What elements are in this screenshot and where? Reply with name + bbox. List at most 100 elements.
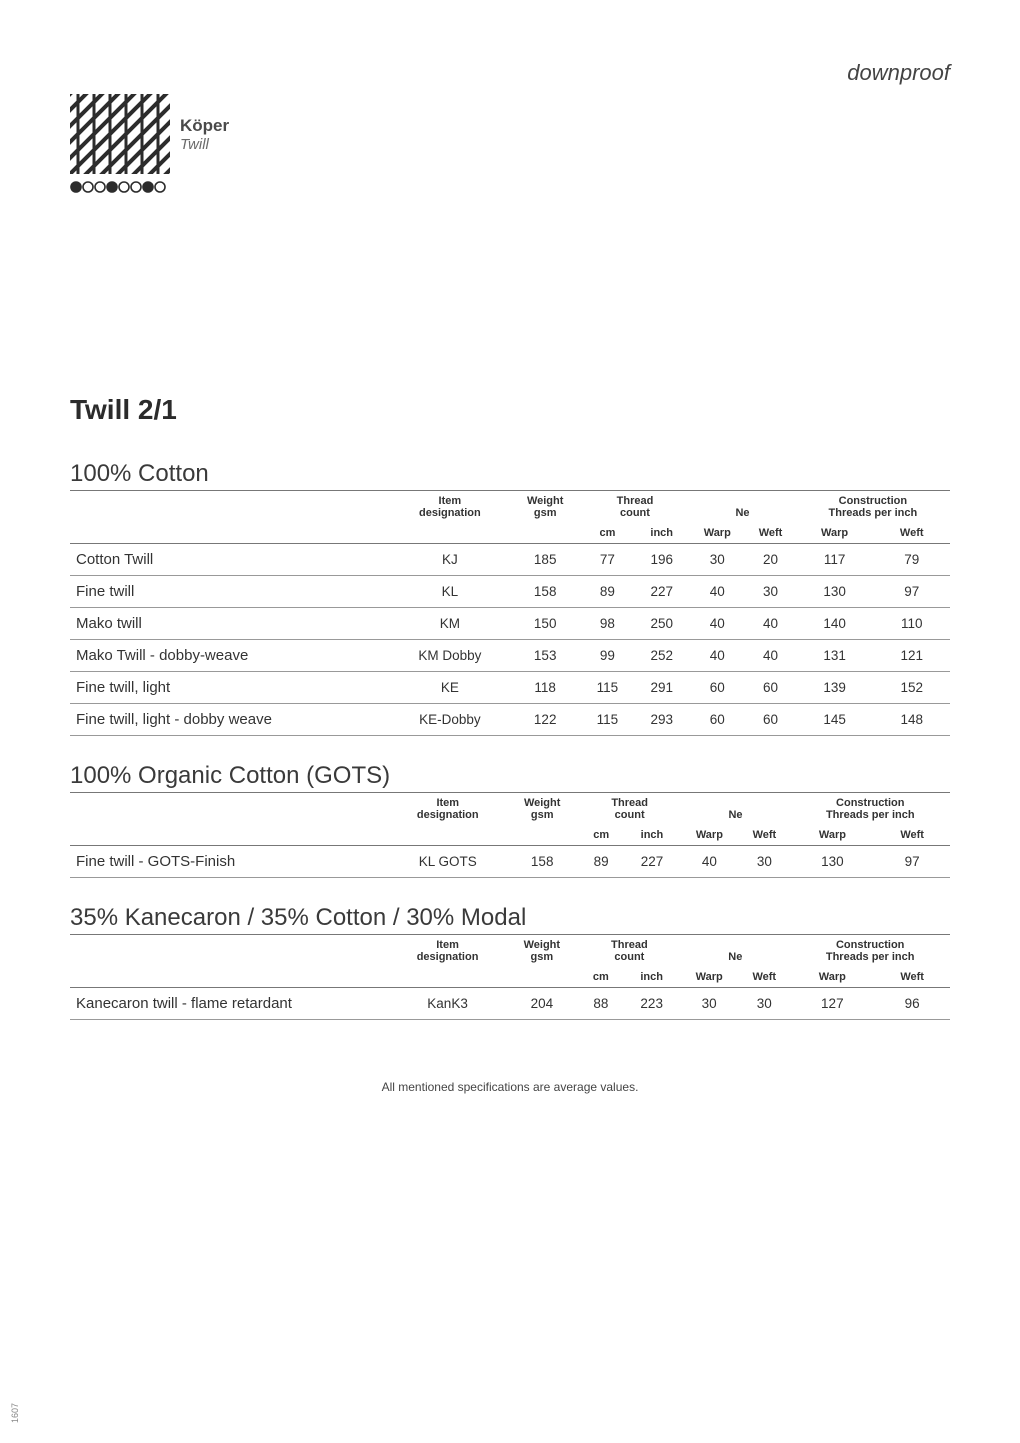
cell-tc-cm: 98 (581, 608, 635, 640)
cell-tpi-warp: 127 (790, 988, 874, 1020)
cell-tc-inch: 196 (634, 544, 689, 576)
cell-item: KL GOTS (390, 846, 506, 878)
cell-item: KL (390, 576, 510, 608)
table-row: Fine twill - GOTS-FinishKL GOTS158892274… (70, 846, 950, 878)
footer-note: All mentioned specifications are average… (70, 1080, 950, 1094)
cell-tpi-warp: 140 (796, 608, 874, 640)
col-subheader: Warp (689, 523, 745, 544)
col-subheader (70, 825, 390, 846)
col-header: Weight gsm (510, 491, 581, 524)
cell-tpi-warp: 131 (796, 640, 874, 672)
cell-tpi-weft: 96 (874, 988, 950, 1020)
cell-gsm: 122 (510, 704, 581, 736)
col-header: Construction Threads per inch (791, 793, 950, 826)
col-subheader: Warp (790, 967, 874, 988)
col-subheader (506, 825, 579, 846)
cell-item: KanK3 (390, 988, 505, 1020)
cell-tc-cm: 89 (581, 576, 635, 608)
table-row: Cotton TwillKJ18577196302011779 (70, 544, 950, 576)
col-subheader: cm (581, 523, 635, 544)
cell-ne-warp: 40 (680, 846, 738, 878)
col-subheader: inch (623, 967, 680, 988)
cell-tpi-warp: 139 (796, 672, 874, 704)
cell-tc-inch: 252 (634, 640, 689, 672)
col-subheader: Warp (791, 825, 875, 846)
spec-table: Item designationWeight gsmThread countNe… (70, 792, 950, 878)
col-header: Item designation (390, 491, 510, 524)
table-row: Fine twill, light - dobby weaveKE-Dobby1… (70, 704, 950, 736)
cell-gsm: 153 (510, 640, 581, 672)
cell-tpi-warp: 130 (791, 846, 875, 878)
col-subheader (505, 967, 578, 988)
cell-ne-warp: 40 (689, 608, 745, 640)
col-subheader (390, 967, 505, 988)
subsection-title: 35% Kanecaron / 35% Cotton / 30% Modal (70, 904, 950, 932)
cell-ne-weft: 30 (745, 576, 795, 608)
col-header (70, 491, 390, 524)
col-header: Item designation (390, 793, 506, 826)
col-subheader: Warp (796, 523, 874, 544)
cell-ne-weft: 20 (745, 544, 795, 576)
col-subheader: cm (579, 967, 624, 988)
table-row: Fine twillKL15889227403013097 (70, 576, 950, 608)
col-header: Thread count (579, 793, 681, 826)
cell-tc-inch: 227 (634, 576, 689, 608)
col-subheader: cm (579, 825, 624, 846)
twill-weave-swatch-icon (70, 94, 170, 174)
cell-tc-cm: 99 (581, 640, 635, 672)
cell-tc-cm: 115 (581, 672, 635, 704)
cell-ne-weft: 60 (745, 672, 795, 704)
weave-toggle-row-icon (70, 180, 170, 194)
cell-name: Fine twill (70, 576, 390, 608)
cell-gsm: 204 (505, 988, 578, 1020)
cell-gsm: 158 (506, 846, 579, 878)
cell-tc-cm: 89 (579, 846, 624, 878)
col-header (70, 793, 390, 826)
cell-ne-warp: 30 (689, 544, 745, 576)
cell-item: KM (390, 608, 510, 640)
col-header: Weight gsm (505, 935, 578, 968)
col-header: Thread count (579, 935, 681, 968)
cell-tpi-weft: 97 (873, 576, 950, 608)
cell-name: Fine twill - GOTS-Finish (70, 846, 390, 878)
col-header: Construction Threads per inch (796, 491, 950, 524)
cell-ne-weft: 30 (738, 988, 790, 1020)
col-subheader (70, 967, 390, 988)
subsection-title: 100% Cotton (70, 460, 950, 488)
cell-tc-cm: 115 (581, 704, 635, 736)
col-header: Ne (689, 491, 795, 524)
cell-gsm: 185 (510, 544, 581, 576)
cell-ne-warp: 30 (680, 988, 738, 1020)
section-title: Twill 2/1 (70, 394, 950, 426)
table-row: Mako Twill - dobby-weaveKM Dobby15399252… (70, 640, 950, 672)
col-subheader: Weft (738, 967, 790, 988)
cell-tc-cm: 77 (581, 544, 635, 576)
col-header: Ne (680, 793, 790, 826)
col-subheader: Weft (745, 523, 795, 544)
col-header (70, 935, 390, 968)
cell-ne-warp: 40 (689, 640, 745, 672)
col-subheader (70, 523, 390, 544)
cell-item: KJ (390, 544, 510, 576)
weave-label-de: Köper (180, 116, 229, 136)
cell-gsm: 150 (510, 608, 581, 640)
cell-tc-inch: 223 (623, 988, 680, 1020)
col-subheader: Weft (874, 967, 950, 988)
cell-tpi-weft: 97 (874, 846, 950, 878)
cell-name: Kanecaron twill - flame retardant (70, 988, 390, 1020)
cell-tpi-weft: 79 (873, 544, 950, 576)
cell-tpi-weft: 121 (873, 640, 950, 672)
weave-logo-text: Köper Twill (180, 116, 229, 153)
table-row: Kanecaron twill - flame retardantKanK320… (70, 988, 950, 1020)
cell-tc-inch: 291 (634, 672, 689, 704)
cell-ne-weft: 40 (745, 608, 795, 640)
col-subheader (390, 523, 510, 544)
weave-logo-block: Köper Twill (70, 94, 950, 194)
cell-ne-warp: 60 (689, 704, 745, 736)
cell-item: KM Dobby (390, 640, 510, 672)
col-subheader (390, 825, 506, 846)
subsection-title: 100% Organic Cotton (GOTS) (70, 762, 950, 790)
cell-item: KE (390, 672, 510, 704)
cell-tpi-weft: 110 (873, 608, 950, 640)
cell-tpi-weft: 148 (873, 704, 950, 736)
